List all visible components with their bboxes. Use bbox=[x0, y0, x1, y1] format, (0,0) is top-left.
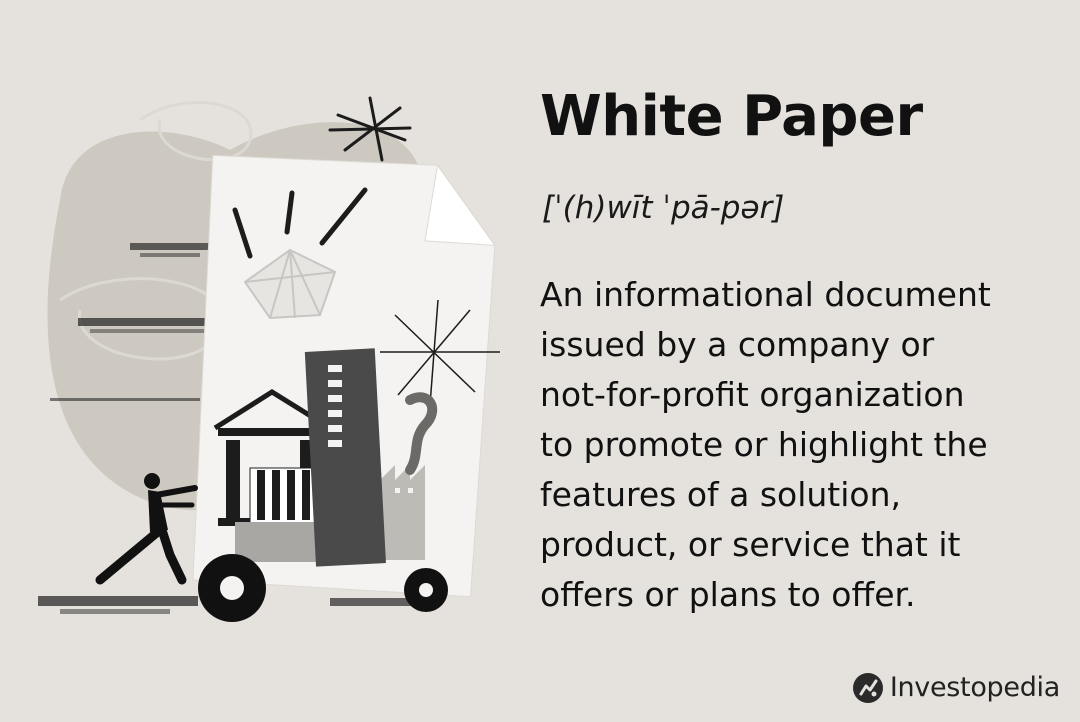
term-definition: An informational document issued by a co… bbox=[540, 270, 1060, 620]
definition-line: An informational document bbox=[540, 275, 991, 314]
thin-sparkle-icon bbox=[380, 299, 500, 406]
definition-line: product, or service that it bbox=[540, 525, 961, 564]
sparkle-icon bbox=[328, 96, 412, 162]
definition-line: issued by a company or bbox=[540, 325, 935, 364]
investopedia-logo-icon bbox=[852, 672, 884, 704]
investopedia-brand: Investopedia bbox=[852, 668, 1060, 708]
term-title: White Paper bbox=[540, 84, 923, 149]
definition-line: not-for-profit organization bbox=[540, 375, 965, 414]
brand-name: Investopedia bbox=[889, 672, 1060, 703]
shine-lines-icon bbox=[232, 187, 368, 259]
folded-corner bbox=[424, 164, 496, 246]
tower-building-icon bbox=[304, 348, 386, 567]
diamond-icon bbox=[243, 248, 337, 320]
motion-streaks bbox=[38, 243, 420, 614]
factory-icon bbox=[380, 392, 438, 560]
cart-wheel-left-icon bbox=[198, 554, 266, 622]
cart-wheel-right-icon bbox=[404, 568, 448, 612]
definition-line: features of a solution, bbox=[540, 475, 902, 514]
white-paper-illustration bbox=[0, 0, 520, 722]
definition-line: offers or plans to offer. bbox=[540, 575, 916, 614]
definition-line: to promote or highlight the bbox=[540, 425, 988, 464]
term-pronunciation: [ˈ(h)wīt ˈpā-pər] bbox=[542, 190, 785, 226]
person-pushing-icon bbox=[95, 473, 198, 585]
